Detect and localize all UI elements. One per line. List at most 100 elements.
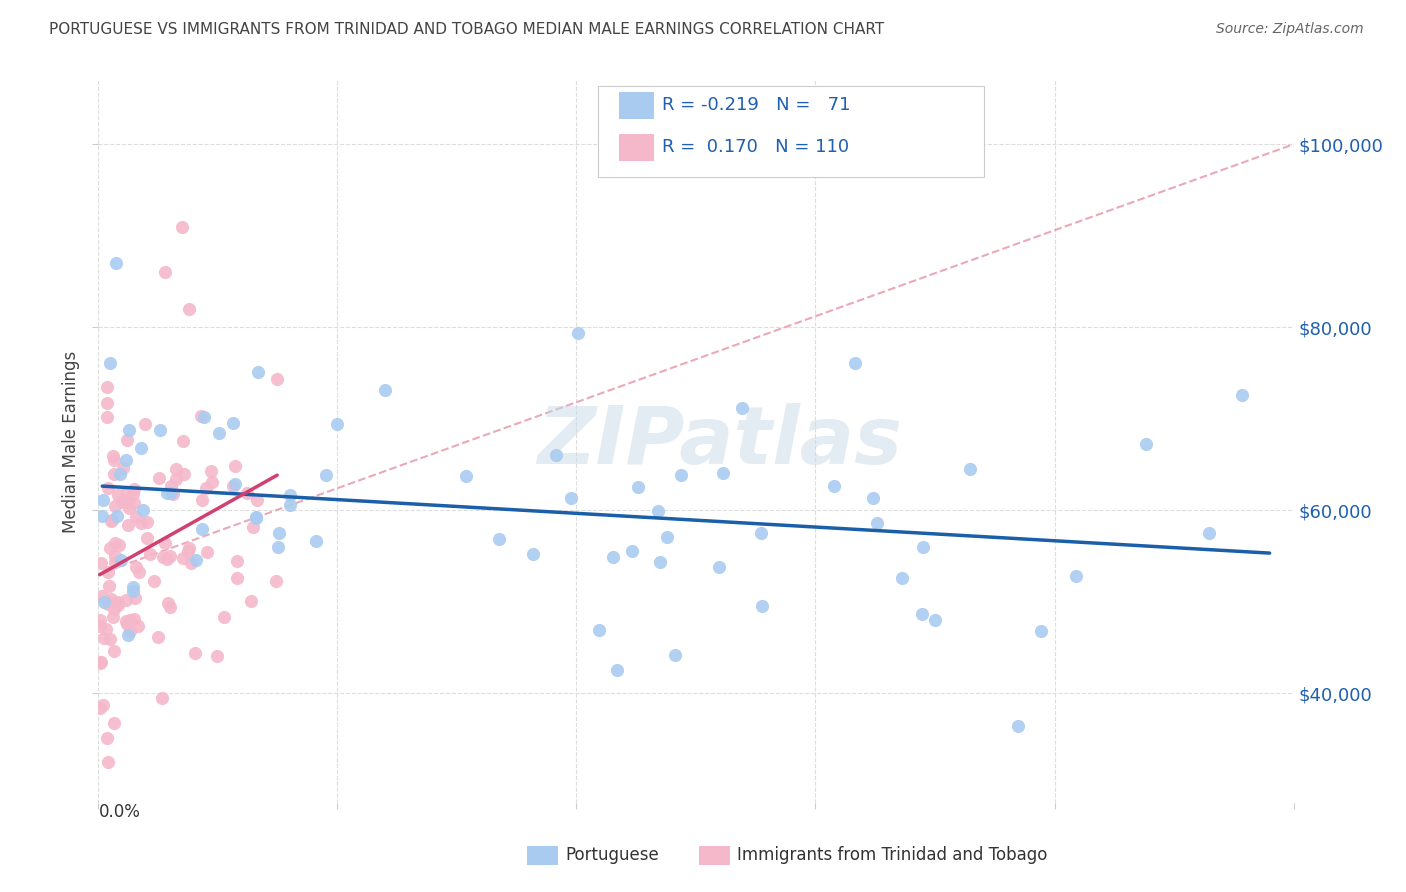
Point: [96, 731, 118, 746]
Point: [488, 533, 510, 547]
Point: [104, 555, 127, 569]
Point: [159, 599, 181, 614]
Point: [267, 526, 290, 541]
Point: [891, 571, 914, 585]
Point: [156, 552, 179, 566]
Point: [107, 595, 129, 609]
Point: [226, 554, 249, 568]
Point: [246, 366, 269, 380]
Point: [194, 482, 217, 496]
Point: [107, 488, 129, 502]
Point: [179, 541, 201, 556]
Point: [280, 498, 302, 512]
Point: [115, 493, 138, 508]
Point: [245, 511, 267, 525]
Point: [191, 522, 214, 536]
Point: [280, 488, 302, 502]
Point: [150, 691, 173, 706]
Point: [155, 486, 177, 500]
Point: [117, 518, 139, 533]
Point: [122, 496, 145, 510]
Point: [108, 538, 131, 552]
Point: [100, 591, 122, 606]
Point: [454, 469, 477, 483]
Point: [266, 541, 288, 555]
Point: [91, 698, 114, 713]
Point: [124, 482, 146, 496]
Text: R =  0.170   N = 110: R = 0.170 N = 110: [662, 138, 849, 156]
Point: [117, 495, 139, 509]
Point: [522, 547, 544, 561]
Point: [90, 556, 112, 570]
Point: [122, 487, 145, 501]
Point: [172, 434, 194, 448]
Point: [200, 464, 222, 478]
Point: [97, 566, 120, 580]
Point: [90, 655, 112, 669]
Point: [866, 516, 889, 530]
Point: [156, 595, 179, 609]
Point: [149, 423, 172, 437]
Point: [103, 453, 125, 467]
Point: [226, 571, 249, 585]
Point: [242, 519, 264, 533]
Point: [125, 559, 148, 574]
Point: [924, 613, 946, 627]
Point: [627, 480, 650, 494]
Point: [122, 583, 145, 598]
Point: [89, 701, 111, 715]
Point: [620, 543, 643, 558]
Point: [89, 655, 111, 669]
Point: [115, 617, 138, 632]
Point: [122, 612, 145, 626]
Point: [135, 532, 157, 546]
Point: [107, 598, 129, 612]
Y-axis label: Median Male Earnings: Median Male Earnings: [62, 351, 80, 533]
Point: [214, 609, 236, 624]
Point: [104, 256, 127, 270]
Text: ZIPatlas: ZIPatlas: [537, 402, 903, 481]
Point: [184, 647, 207, 661]
Point: [165, 461, 187, 475]
Point: [1029, 624, 1052, 639]
Point: [110, 553, 132, 567]
Point: [1198, 526, 1220, 541]
Point: [115, 453, 138, 467]
Point: [647, 503, 669, 517]
Point: [224, 459, 246, 474]
Point: [115, 614, 138, 628]
Point: [1064, 568, 1087, 582]
Point: [100, 541, 122, 555]
Point: [606, 663, 628, 677]
Point: [98, 632, 121, 646]
Point: [129, 516, 152, 530]
Text: PORTUGUESE VS IMMIGRANTS FROM TRINIDAD AND TOBAGO MEDIAN MALE EARNINGS CORRELATI: PORTUGUESE VS IMMIGRANTS FROM TRINIDAD A…: [49, 22, 884, 37]
Point: [588, 624, 610, 638]
Point: [103, 549, 125, 564]
Point: [172, 551, 194, 566]
Point: [105, 509, 128, 524]
Point: [100, 514, 122, 528]
Point: [546, 449, 568, 463]
Point: [240, 594, 263, 608]
Point: [136, 516, 159, 530]
Text: Source: ZipAtlas.com: Source: ZipAtlas.com: [1216, 22, 1364, 37]
Point: [305, 533, 328, 548]
Point: [103, 609, 125, 624]
Point: [114, 593, 136, 607]
Point: [89, 619, 111, 633]
Point: [103, 449, 125, 463]
Point: [560, 491, 582, 505]
Point: [97, 597, 120, 611]
Point: [180, 556, 202, 570]
Point: [266, 372, 288, 386]
Point: [1230, 387, 1253, 401]
Text: Immigrants from Trinidad and Tobago: Immigrants from Trinidad and Tobago: [737, 847, 1047, 864]
Point: [103, 467, 125, 481]
Point: [264, 574, 287, 588]
Point: [146, 630, 169, 644]
Point: [111, 494, 134, 508]
Point: [823, 479, 845, 493]
Point: [911, 607, 934, 621]
Point: [97, 755, 120, 769]
